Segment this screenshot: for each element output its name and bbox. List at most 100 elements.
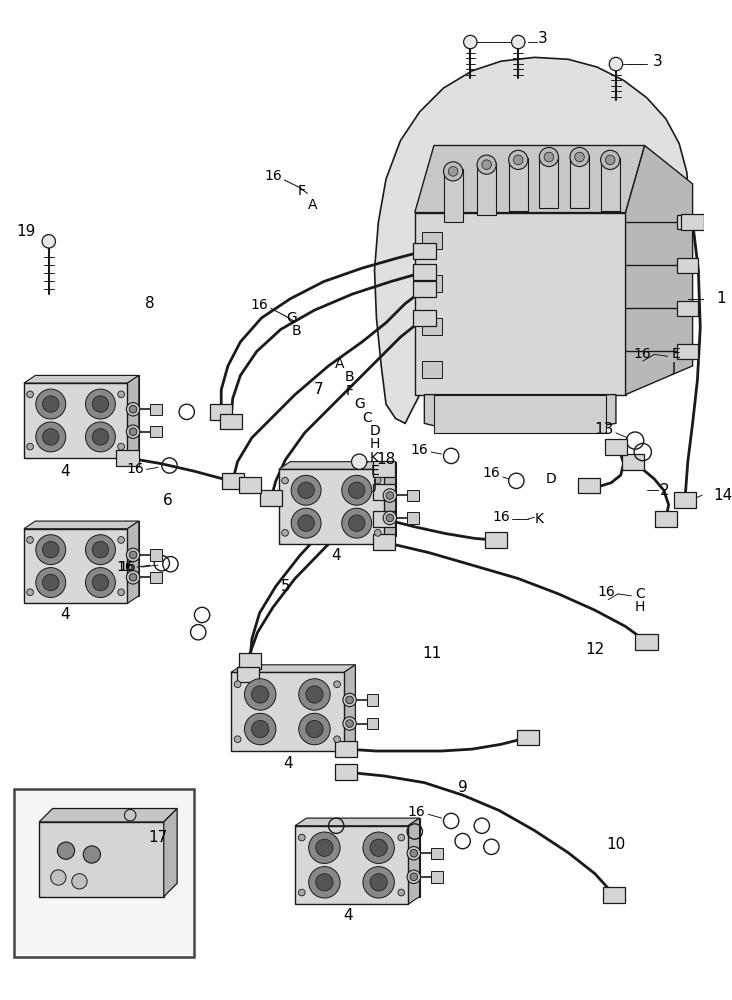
Polygon shape: [654, 511, 677, 527]
Circle shape: [298, 515, 314, 531]
Polygon shape: [603, 887, 625, 903]
Text: 3: 3: [537, 31, 547, 46]
Text: 14: 14: [714, 488, 732, 503]
Text: 16: 16: [492, 510, 510, 524]
Circle shape: [343, 717, 356, 730]
Polygon shape: [127, 521, 139, 603]
Circle shape: [26, 537, 34, 543]
Polygon shape: [622, 454, 644, 470]
Circle shape: [299, 713, 330, 745]
Circle shape: [448, 167, 458, 176]
Circle shape: [509, 150, 528, 169]
Text: 16: 16: [482, 466, 500, 480]
Polygon shape: [415, 146, 645, 213]
Polygon shape: [35, 521, 139, 596]
Circle shape: [383, 511, 397, 525]
Circle shape: [298, 482, 314, 498]
Circle shape: [42, 235, 56, 248]
Polygon shape: [260, 490, 283, 506]
Circle shape: [92, 396, 108, 412]
Circle shape: [410, 849, 418, 857]
Circle shape: [398, 834, 405, 841]
Circle shape: [299, 834, 305, 841]
Circle shape: [118, 589, 124, 596]
Text: C: C: [635, 587, 645, 601]
Circle shape: [130, 573, 137, 581]
Polygon shape: [35, 375, 139, 450]
Text: K: K: [535, 512, 544, 526]
Text: B: B: [345, 370, 354, 384]
Circle shape: [118, 391, 124, 398]
Circle shape: [291, 508, 321, 538]
Polygon shape: [485, 532, 507, 548]
Circle shape: [570, 147, 589, 167]
Text: K: K: [370, 451, 379, 465]
Text: 16: 16: [634, 347, 651, 361]
Circle shape: [130, 428, 137, 436]
Text: B: B: [292, 324, 302, 338]
Text: 16: 16: [126, 462, 144, 476]
Circle shape: [346, 720, 354, 727]
Bar: [231, 672, 344, 751]
Circle shape: [309, 832, 340, 863]
Polygon shape: [210, 404, 233, 420]
Circle shape: [601, 150, 620, 169]
Text: 10: 10: [606, 837, 626, 852]
Polygon shape: [413, 243, 436, 259]
Polygon shape: [164, 809, 177, 897]
Bar: [15, 789, 195, 957]
Polygon shape: [239, 477, 261, 493]
Circle shape: [234, 736, 241, 743]
Polygon shape: [127, 375, 139, 458]
Circle shape: [83, 846, 100, 863]
Bar: [407, 512, 419, 524]
Circle shape: [86, 535, 116, 565]
Circle shape: [86, 389, 116, 419]
Circle shape: [51, 870, 66, 885]
Bar: [279, 469, 384, 544]
Circle shape: [477, 155, 496, 174]
Bar: [434, 395, 606, 433]
Circle shape: [370, 874, 387, 891]
Circle shape: [291, 475, 321, 505]
Bar: [539, 155, 559, 208]
Circle shape: [36, 389, 66, 419]
Polygon shape: [237, 667, 259, 682]
Polygon shape: [239, 653, 261, 669]
Circle shape: [244, 713, 276, 745]
Circle shape: [130, 405, 137, 413]
Polygon shape: [222, 473, 244, 489]
Bar: [601, 158, 620, 211]
Polygon shape: [307, 818, 419, 897]
Circle shape: [386, 492, 394, 499]
Text: 6: 6: [163, 493, 173, 508]
Circle shape: [334, 681, 340, 688]
Circle shape: [315, 839, 333, 856]
Polygon shape: [116, 450, 138, 466]
Circle shape: [42, 429, 59, 445]
Circle shape: [342, 508, 372, 538]
Text: 16: 16: [116, 560, 134, 574]
Bar: [295, 826, 408, 904]
Circle shape: [36, 568, 66, 597]
Bar: [422, 361, 441, 378]
Circle shape: [42, 574, 59, 591]
Bar: [570, 155, 589, 208]
Circle shape: [334, 736, 340, 743]
Circle shape: [342, 475, 372, 505]
Polygon shape: [413, 264, 436, 280]
Bar: [24, 529, 127, 603]
Polygon shape: [578, 478, 600, 493]
Polygon shape: [681, 214, 703, 230]
Bar: [367, 718, 378, 729]
Polygon shape: [635, 634, 658, 650]
Circle shape: [575, 152, 584, 162]
Circle shape: [315, 874, 333, 891]
Text: 11: 11: [422, 646, 441, 661]
Text: 4: 4: [60, 464, 70, 479]
Bar: [407, 490, 419, 501]
Circle shape: [86, 422, 116, 452]
Circle shape: [410, 873, 418, 881]
Circle shape: [407, 870, 420, 884]
Polygon shape: [375, 57, 689, 423]
